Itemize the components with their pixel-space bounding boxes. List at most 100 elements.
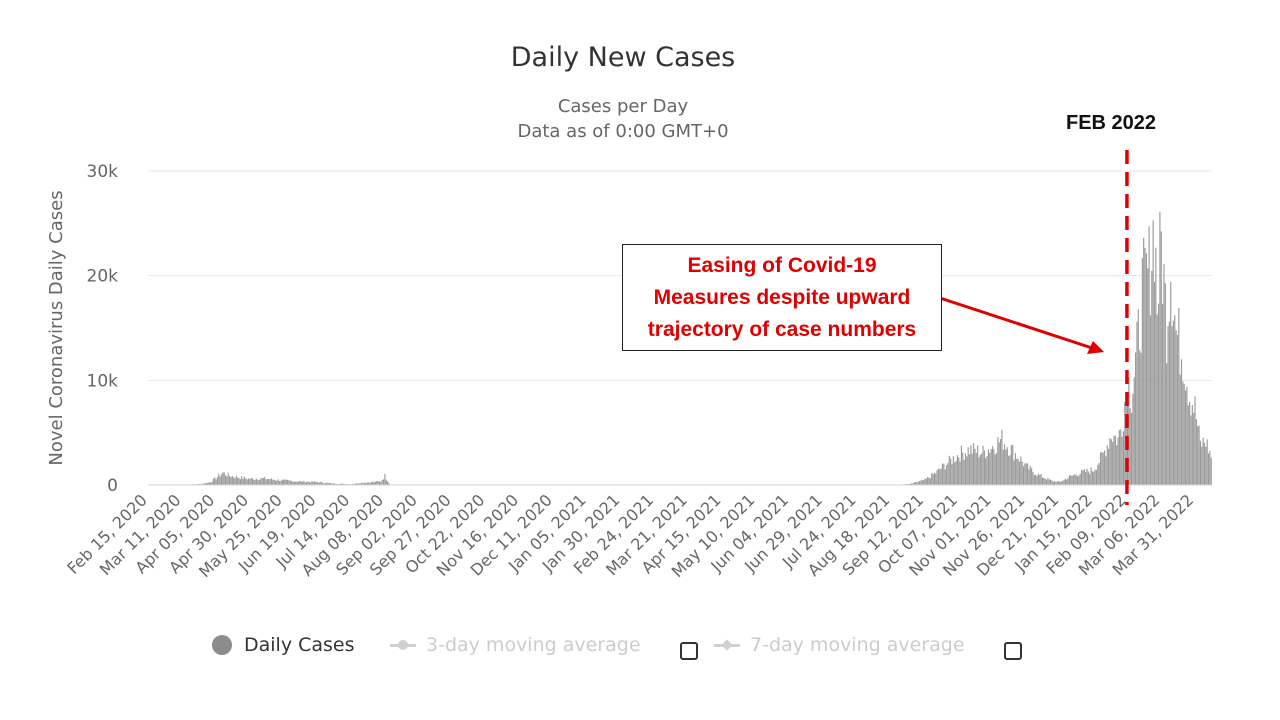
bar-306	[1098, 462, 1100, 485]
bar-135	[365, 482, 367, 485]
bar-201	[956, 455, 958, 485]
bar-139	[370, 481, 372, 485]
bar-206	[963, 459, 965, 485]
bar-359	[1170, 281, 1172, 485]
bar-75	[284, 479, 286, 485]
bar-231	[997, 437, 999, 485]
bar-152	[388, 483, 390, 485]
legend-item-7day-average[interactable]: 7-day moving average	[714, 634, 965, 656]
bar-211	[970, 445, 972, 485]
bar-305	[1097, 464, 1099, 485]
bar-232	[998, 442, 1000, 485]
bar-316	[1112, 441, 1114, 485]
bar-293	[1081, 469, 1083, 485]
bar-268	[1047, 477, 1049, 485]
bar-51	[251, 478, 254, 485]
bar-313	[1108, 448, 1110, 485]
bar-78	[288, 480, 290, 485]
bar-168	[912, 483, 914, 485]
bar-134	[364, 482, 366, 485]
bar-57	[260, 478, 262, 485]
bar-65	[270, 478, 273, 485]
bar-55	[257, 479, 259, 485]
bar-379	[1197, 426, 1199, 485]
bar-20	[210, 482, 212, 485]
bar-315	[1110, 439, 1112, 485]
bar-310	[1103, 450, 1106, 485]
bar-109	[330, 483, 332, 485]
bar-63	[268, 479, 270, 485]
bar-348	[1155, 247, 1157, 485]
bar-107	[327, 482, 329, 485]
bar-292	[1079, 473, 1081, 485]
bar-76	[285, 479, 287, 485]
chart-title: Daily New Cases	[511, 42, 736, 73]
bar-389	[1210, 457, 1212, 485]
checkbox-7day-average[interactable]	[1004, 642, 1022, 660]
bar-74	[283, 479, 285, 485]
bar-289	[1075, 474, 1077, 485]
bar-350	[1157, 303, 1160, 485]
bar-370	[1184, 390, 1187, 485]
bar-247	[1018, 461, 1021, 485]
checkbox-3day-average[interactable]	[680, 642, 698, 660]
bar-89	[303, 480, 305, 485]
bar-260	[1036, 476, 1038, 485]
bar-73	[281, 479, 283, 485]
bar-17	[206, 483, 208, 485]
bar-221	[983, 450, 985, 485]
bar-340	[1144, 247, 1146, 485]
bar-103	[322, 482, 324, 485]
bar-95	[311, 481, 313, 485]
bar-266	[1044, 478, 1046, 485]
bar-178	[925, 478, 927, 485]
y-tick-labels: 0 10k 20k 30k	[87, 162, 119, 496]
bar-30	[223, 472, 225, 485]
bar-71	[278, 481, 281, 485]
bar-196	[950, 458, 952, 485]
annotation-arrow	[939, 296, 1104, 354]
bar-239	[1008, 455, 1010, 485]
bar-184	[933, 472, 935, 485]
bar-93	[308, 481, 310, 485]
bar-43	[241, 476, 243, 485]
y-tick-label-3: 30k	[87, 162, 119, 182]
bar-173	[918, 481, 921, 485]
bar-171	[916, 482, 918, 485]
bar-27	[219, 476, 221, 485]
bar-54	[256, 478, 258, 485]
bar-256	[1031, 468, 1033, 485]
y-tick-label-1: 10k	[87, 371, 119, 391]
bar-52	[253, 479, 255, 485]
bar-24	[215, 479, 217, 485]
bar-320	[1117, 437, 1119, 485]
bar-116	[339, 483, 341, 485]
bar-60	[264, 477, 266, 485]
bar-248	[1020, 456, 1022, 485]
bar-37	[233, 477, 235, 485]
bar-33	[227, 472, 229, 485]
bar-36	[231, 476, 233, 485]
bar-148	[382, 479, 385, 485]
bar-126	[353, 483, 355, 485]
bar-21	[211, 481, 213, 485]
bar-47	[246, 479, 248, 485]
annotation-line-2: Measures despite upward	[653, 285, 911, 309]
bar-127	[354, 483, 356, 485]
bar-298	[1087, 471, 1089, 485]
bar-49	[249, 479, 251, 485]
bar-351	[1159, 211, 1161, 485]
bar-66	[272, 479, 274, 485]
bar-286	[1071, 475, 1073, 485]
bar-278	[1060, 481, 1062, 485]
bar-237	[1005, 449, 1007, 485]
bar-318	[1114, 435, 1116, 485]
bar-195	[948, 455, 950, 485]
bar-329	[1129, 408, 1131, 485]
bar-349	[1156, 314, 1158, 485]
bar-265	[1043, 477, 1045, 485]
bar-222	[985, 458, 987, 485]
bar-352	[1160, 231, 1162, 485]
legend-item-daily-cases[interactable]: Daily Cases	[212, 634, 355, 656]
legend-item-3day-average[interactable]: 3-day moving average	[390, 634, 641, 656]
